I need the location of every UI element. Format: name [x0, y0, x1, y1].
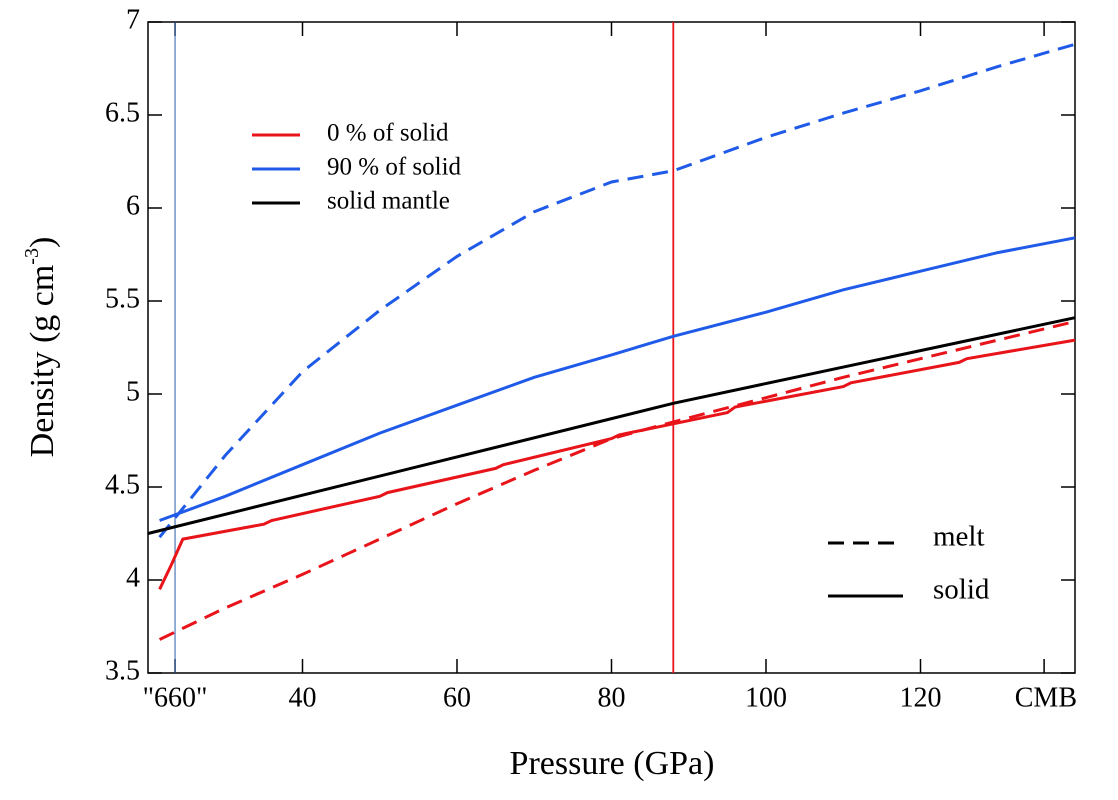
y-label-sup: -3: [21, 248, 43, 265]
y-tick-label: 5.5: [105, 283, 140, 314]
y-tick-label: 5: [126, 376, 140, 407]
solid-line: [147, 316, 1076, 535]
y-tick-label: 7: [126, 4, 140, 35]
y-tick-label: 6: [126, 190, 140, 221]
x-tick-label: 100: [745, 682, 787, 713]
x-tick-label: 40: [289, 682, 317, 713]
y-tick-label: 4.5: [105, 469, 140, 500]
x-tick-label: 60: [443, 682, 471, 713]
x-tick-label: "660": [143, 682, 208, 713]
solid-line: [159, 236, 1076, 522]
y-axis-label: Density (g cm-3): [21, 237, 61, 458]
y-tick-label: 3.5: [105, 655, 140, 686]
x-axis-label: Pressure (GPa): [510, 745, 715, 782]
y-label-close: ): [24, 237, 61, 248]
y-tick-label: 6.5: [105, 97, 140, 128]
legend-label: 0 % of solid: [327, 120, 449, 147]
x-tick-label: 80: [598, 682, 626, 713]
melt-line: [158, 42, 1076, 539]
y-tick-label: 4: [126, 562, 140, 593]
x-tick-label: CMB: [1015, 682, 1077, 713]
style-legend-label: melt: [933, 521, 985, 553]
style-legend-label: solid: [933, 574, 990, 606]
x-tick-label: 120: [900, 682, 942, 713]
solid-line: [158, 338, 1076, 590]
melt-line: [158, 320, 1076, 641]
legend-label: solid mantle: [327, 188, 450, 215]
legend-label: 90 % of solid: [327, 154, 462, 181]
y-label-text: Density (g cm: [24, 265, 61, 458]
